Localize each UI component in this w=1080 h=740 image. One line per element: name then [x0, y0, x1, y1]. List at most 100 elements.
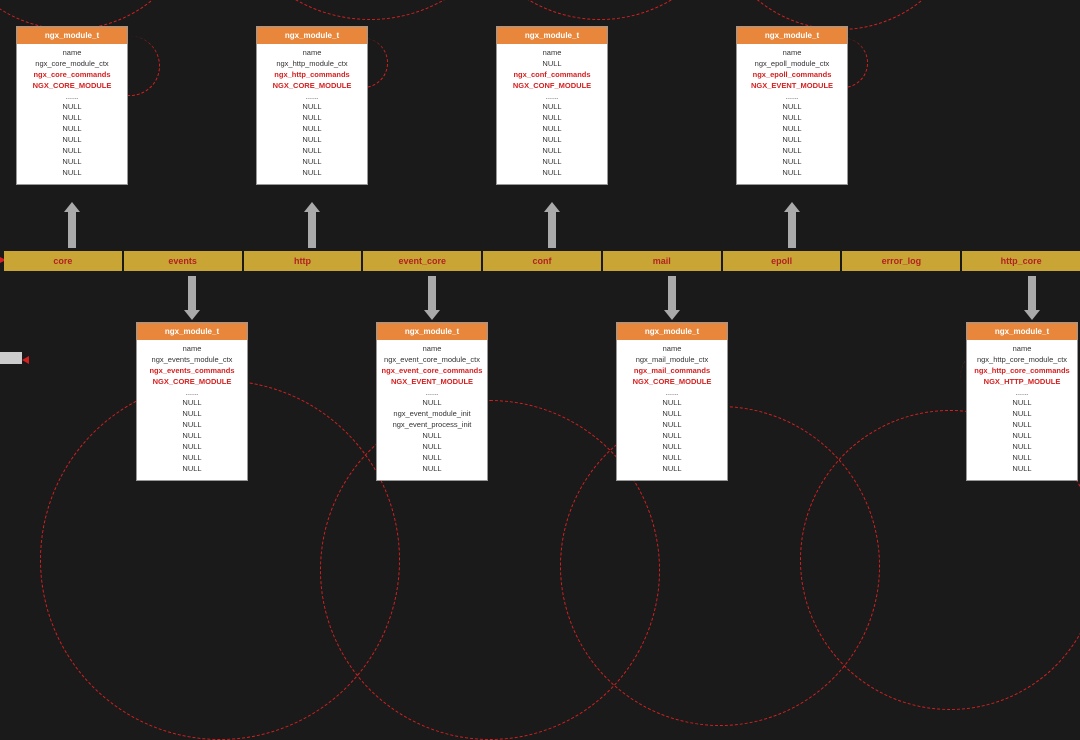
field: NULL: [499, 135, 605, 146]
field: NULL: [19, 146, 125, 157]
field: ......: [19, 92, 125, 103]
field: NULL: [619, 398, 725, 409]
field: ......: [619, 388, 725, 399]
red-arrow-icon: [22, 356, 29, 364]
dashed-curve: [220, 0, 520, 20]
field: NGX_CORE_MODULE: [19, 81, 125, 92]
field: NULL: [619, 431, 725, 442]
field: ngx_http_core_commands: [969, 366, 1075, 377]
field: NULL: [619, 453, 725, 464]
tab-event-core[interactable]: event_core: [363, 251, 481, 271]
field: NULL: [499, 146, 605, 157]
field: ngx_event_process_init: [379, 420, 485, 431]
field: NULL: [969, 453, 1075, 464]
box-title: ngx_module_t: [737, 27, 847, 44]
field: NULL: [139, 453, 245, 464]
field: NULL: [739, 124, 845, 135]
module-box-mail: ngx_module_t name ngx_mail_module_ctx ng…: [616, 322, 728, 481]
field: NGX_CORE_MODULE: [139, 377, 245, 388]
module-box-conf: ngx_module_t name NULL ngx_conf_commands…: [496, 26, 608, 185]
box-body: name ngx_event_core_module_ctx ngx_event…: [377, 340, 487, 480]
field: NULL: [619, 464, 725, 475]
tab-http-core[interactable]: http_core: [962, 251, 1080, 271]
field: ngx_mail_module_ctx: [619, 355, 725, 366]
field: NULL: [619, 409, 725, 420]
field: ngx_http_commands: [259, 70, 365, 81]
field: NULL: [19, 124, 125, 135]
field: ngx_event_core_module_ctx: [379, 355, 485, 366]
box-title: ngx_module_t: [137, 323, 247, 340]
field: NULL: [969, 464, 1075, 475]
field: ngx_event_core_commands: [379, 366, 485, 377]
field: NGX_CORE_MODULE: [619, 377, 725, 388]
tab-epoll[interactable]: epoll: [723, 251, 841, 271]
arrow-up-icon: [788, 210, 796, 248]
field: NULL: [379, 453, 485, 464]
field: ngx_conf_commands: [499, 70, 605, 81]
field: ......: [259, 92, 365, 103]
field: name: [499, 48, 605, 59]
box-body: name ngx_core_module_ctx ngx_core_comman…: [17, 44, 127, 184]
field: NULL: [499, 59, 605, 70]
field: NULL: [259, 157, 365, 168]
field: ngx_mail_commands: [619, 366, 725, 377]
field: ngx_events_module_ctx: [139, 355, 245, 366]
field: NULL: [969, 398, 1075, 409]
field: NULL: [139, 464, 245, 475]
box-title: ngx_module_t: [377, 323, 487, 340]
arrow-down-icon: [188, 276, 196, 312]
field: name: [739, 48, 845, 59]
field: NULL: [139, 442, 245, 453]
field: NULL: [19, 102, 125, 113]
field: NULL: [259, 146, 365, 157]
field: NULL: [19, 135, 125, 146]
field: name: [19, 48, 125, 59]
tab-core[interactable]: core: [4, 251, 122, 271]
field: NULL: [969, 420, 1075, 431]
field: NGX_HTTP_MODULE: [969, 377, 1075, 388]
field: ......: [499, 92, 605, 103]
tab-error-log[interactable]: error_log: [842, 251, 960, 271]
field: ......: [969, 388, 1075, 399]
module-box-http-core: ngx_module_t name ngx_http_core_module_c…: [966, 322, 1078, 481]
field: NGX_EVENT_MODULE: [739, 81, 845, 92]
field: name: [619, 344, 725, 355]
tab-http[interactable]: http: [244, 251, 362, 271]
field: ......: [739, 92, 845, 103]
field: ngx_core_module_ctx: [19, 59, 125, 70]
arrow-up-icon: [68, 210, 76, 248]
field: ngx_http_module_ctx: [259, 59, 365, 70]
tab-conf[interactable]: conf: [483, 251, 601, 271]
module-box-events: ngx_module_t name ngx_events_module_ctx …: [136, 322, 248, 481]
field: name: [379, 344, 485, 355]
field: ngx_epoll_module_ctx: [739, 59, 845, 70]
field: ngx_core_commands: [19, 70, 125, 81]
tab-mail[interactable]: mail: [603, 251, 721, 271]
dashed-curve: [320, 400, 660, 740]
box-body: name ngx_http_module_ctx ngx_http_comman…: [257, 44, 367, 184]
field: NULL: [379, 398, 485, 409]
field: NULL: [139, 431, 245, 442]
field: NULL: [739, 113, 845, 124]
field: NULL: [499, 124, 605, 135]
field: ngx_http_core_module_ctx: [969, 355, 1075, 366]
field: NULL: [739, 146, 845, 157]
module-box-core: ngx_module_t name ngx_core_module_ctx ng…: [16, 26, 128, 185]
arrow-down-icon: [1028, 276, 1036, 312]
box-body: name ngx_http_core_module_ctx ngx_http_c…: [967, 340, 1077, 480]
tab-events[interactable]: events: [124, 251, 242, 271]
field: NULL: [379, 464, 485, 475]
field: NULL: [139, 398, 245, 409]
arrow-down-icon: [668, 276, 676, 312]
field: NULL: [139, 420, 245, 431]
field: ngx_events_commands: [139, 366, 245, 377]
box-title: ngx_module_t: [497, 27, 607, 44]
field: name: [969, 344, 1075, 355]
field: NULL: [19, 157, 125, 168]
field: NULL: [499, 157, 605, 168]
field: NGX_CORE_MODULE: [259, 81, 365, 92]
box-body: name ngx_events_module_ctx ngx_events_co…: [137, 340, 247, 480]
field: NULL: [619, 442, 725, 453]
field: NULL: [969, 442, 1075, 453]
field: name: [139, 344, 245, 355]
